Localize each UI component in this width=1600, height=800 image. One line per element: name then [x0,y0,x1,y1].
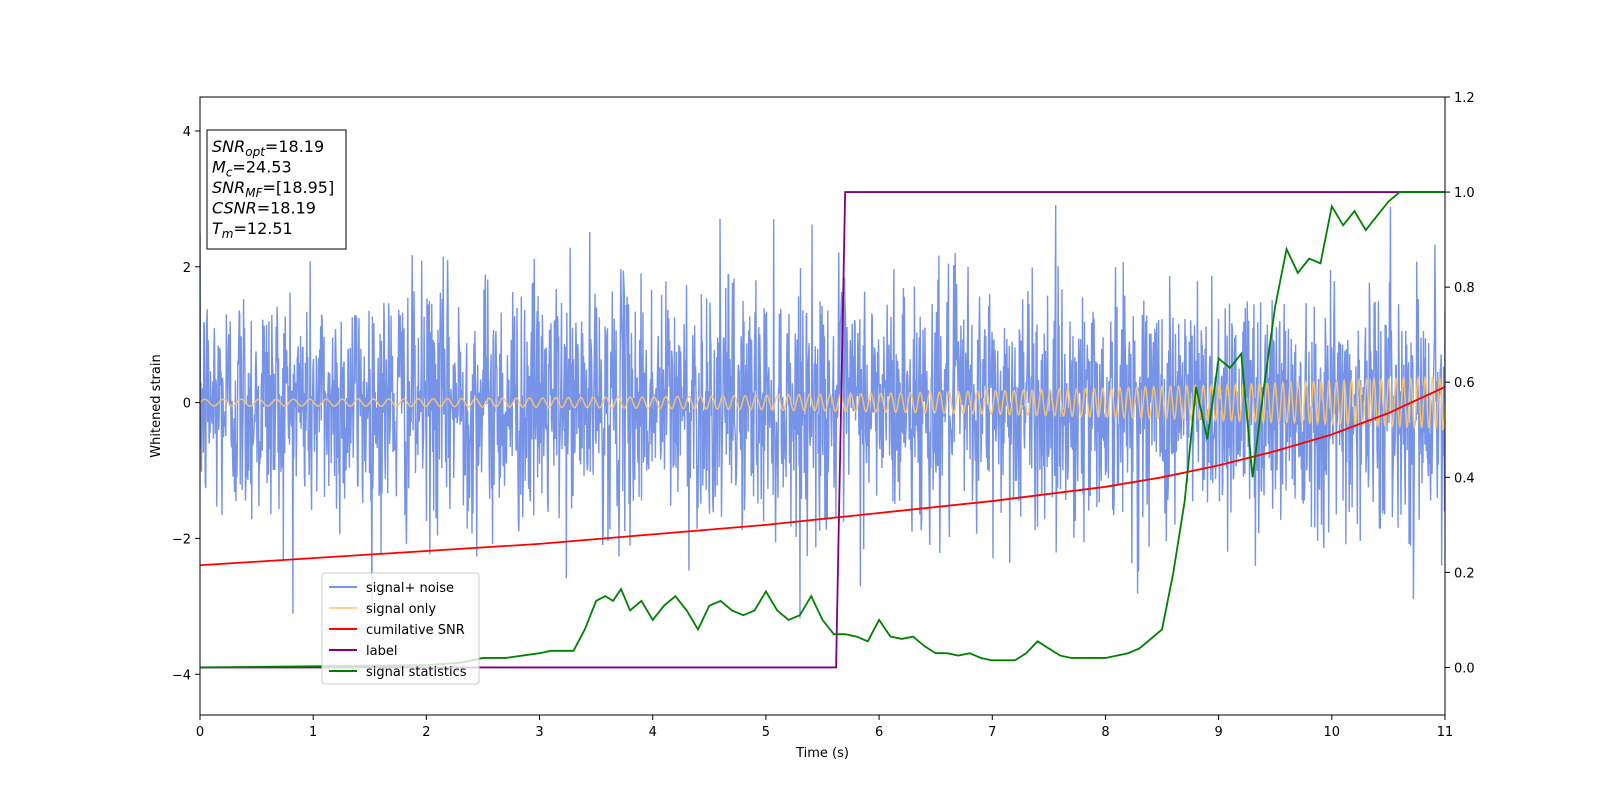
axes: 0 1 2 3 4 5 6 7 8 9 10 11 4 2 0 −2 −4 1.2 1.0 0.8 0.6 0.4 0.2 0… [149,91,1475,761]
annotation-line: Tm=12.51 [212,219,293,241]
x-tick-label: 0 [196,725,204,740]
legend-frame [321,572,480,685]
y2-tick-label: 0.6 [1454,376,1475,391]
annotation-line: CSNR=18.19 [212,199,316,218]
series-signal-only-line [200,375,1445,431]
y-tick-label: 0 [183,397,191,412]
legend-entry: signal statistics [366,665,467,680]
y-tick-label: −2 [172,532,191,547]
series-label-line [200,191,1445,669]
y2-tick-label: 1.2 [1454,91,1475,106]
y2-tick-label: 0.0 [1454,661,1475,676]
x-tick-label: 7 [988,725,996,740]
legend: signal+ noise signal only cumilative SNR la… [321,572,480,685]
annotation-line: SNRMF=[18.95] [212,178,334,200]
plot-area [200,191,1445,669]
y-tick-label: 4 [183,125,191,140]
y-tick-label: 2 [183,261,191,276]
legend-entry: signal+ noise [366,581,454,596]
annotation-line: SNRopt=18.19 [212,137,324,159]
x-tick-label: 10 [1324,725,1341,740]
x-tick-label: 3 [535,725,543,740]
x-tick-label: 1 [309,725,317,740]
y-tick-label: −4 [172,668,191,683]
x-tick-label: 4 [649,725,657,740]
y-axis-label: Whitened strain [149,354,164,457]
x-axis-label: Time (s) [795,746,849,761]
x-tick-label: 5 [762,725,770,740]
x-tick-label: 9 [1214,725,1222,740]
legend-entry: label [366,644,397,659]
series-signal-noise-line [200,205,1445,619]
series-group [200,191,1445,669]
legend-entry: signal only [366,602,436,617]
y2-tick-label: 0.2 [1454,566,1475,581]
x-tick-label: 11 [1437,725,1454,740]
x-tick-label: 2 [422,725,430,740]
annotation-box: SNRopt=18.19Mc=24.53SNRMF=[18.95]CSNR=18… [206,129,347,250]
axes-frame [199,96,1446,716]
y2-tick-label: 1.0 [1454,186,1475,201]
y2-tick-label: 0.4 [1454,471,1475,486]
y2-tick-label: 0.8 [1454,281,1475,296]
annotation-line: Mc=24.53 [212,158,292,180]
annotation-frame [206,129,347,250]
x-tick-label: 8 [1101,725,1109,740]
series-cumulative-snr-line [200,386,1445,567]
legend-entry: cumilative SNR [366,623,465,638]
x-tick-label: 6 [875,725,883,740]
series-signal-statistics-line [200,191,1445,669]
